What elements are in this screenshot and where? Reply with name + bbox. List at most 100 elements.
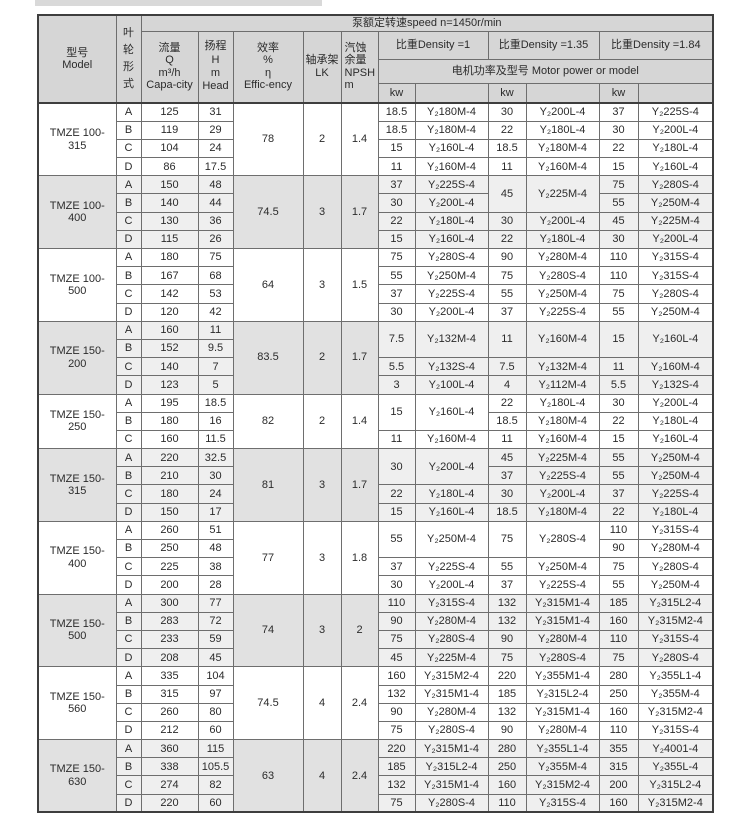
head-cell: 5: [197, 375, 234, 395]
pump-spec-table: 型号 Model 叶 轮 形 式 泵额定转速speed n=1450r/min …: [37, 14, 715, 814]
impeller-cell: C: [115, 484, 142, 504]
table-row: B 152 9.5: [38, 338, 713, 359]
kw-cell: 55: [598, 193, 639, 213]
motor-model-cell: Y₂132S-4: [414, 357, 489, 377]
kw-cell: 110: [598, 520, 639, 541]
head-cell: 17: [197, 502, 234, 522]
flow-cell: 167: [140, 266, 199, 286]
bearing-cell: 3: [302, 520, 342, 595]
motor-model-cell: Y₂280M-4: [637, 538, 714, 559]
impeller-cell: B: [115, 466, 142, 486]
motor-model-cell: Y₂315S-4: [637, 247, 714, 268]
kw-cell: 5.5: [598, 375, 639, 395]
model-cell: TMZE 150-560: [37, 666, 117, 741]
motor-model-cell: Y₂160L-4: [414, 138, 489, 159]
motor-model-cell: Y₂280S-4: [414, 720, 489, 741]
npsh-cell: 1.7: [340, 320, 379, 395]
kw-cell: 15: [598, 429, 639, 450]
flow-cell: 260: [140, 702, 199, 722]
flow-cell: 208: [140, 648, 199, 668]
kw-cell: 22: [598, 502, 639, 522]
motor-model-cell: Y₂315M2-4: [525, 775, 600, 795]
npsh-cell: 1.5: [340, 248, 379, 322]
spec-table-body: TMZE 100-315 A 125 31 78 2 1.4 18.5 Y₂180M-4 30 Y₂…: [37, 102, 714, 813]
flow-cell: 120: [140, 302, 199, 322]
flow-cell: 180: [140, 247, 199, 268]
head-cell: 104: [197, 666, 234, 686]
npsh-cell: 2.4: [340, 666, 379, 741]
impeller-column-header: 叶 轮 形 式: [115, 14, 142, 104]
motor-model-column-header: [525, 82, 600, 104]
kw-cell: 185: [377, 757, 416, 777]
kw-column-header: kw: [377, 82, 416, 104]
kw-cell: 11: [377, 157, 416, 177]
kw-cell: 75: [598, 284, 639, 304]
impeller-cell: D: [115, 575, 142, 595]
kw-cell: 15: [377, 502, 416, 522]
impeller-cell: D: [115, 793, 142, 813]
motor-model-cell: Y₂180M-4: [525, 138, 600, 159]
motor-model-cell: Y₂315M1-4: [525, 593, 600, 613]
motor-model-cell: Y₂180L-4: [414, 484, 489, 504]
motor-model-cell: Y₂160L-4: [414, 393, 489, 431]
table-row: C 274 82 132 Y₂315M1-4 160 Y₂315M2-4 200 Y₂315L2…: [38, 775, 714, 795]
efficiency-cell: 63: [232, 739, 304, 813]
kw-cell: 75: [598, 175, 639, 195]
table-row: TMZE 100-400 A 150 48 74.5 3 1.7 37 Y₂225S-4 45 Y₂…: [37, 175, 714, 249]
table-row: TMZE 150-630 A 360 115 63 4 2.4 220 Y₂315M1-4 280…: [37, 739, 714, 813]
motor-model-cell: Y₂280S-4: [414, 247, 489, 268]
table-row: TMZE 150-500 A 300 77 74 3 2 110 Y₂315S-4 132 Y₂31…: [37, 593, 714, 668]
motor-model-cell: Y₂180M-4: [525, 502, 600, 522]
flow-cell: 125: [140, 102, 199, 122]
motor-model-cell: Y₂280S-4: [637, 175, 714, 195]
efficiency-column-header: 效率 % η Effic-ency: [232, 30, 304, 104]
kw-cell: 185: [598, 593, 639, 613]
kw-cell: 30: [487, 102, 527, 122]
motor-model-cell: Y₂112M-4: [525, 375, 600, 395]
head-cell: 29: [197, 120, 234, 140]
kw-cell: 55: [487, 557, 527, 577]
kw-cell: 7.5: [487, 357, 527, 377]
motor-model-cell: Y₂160M-4: [414, 429, 489, 450]
motor-model-cell: Y₂315M2-4: [637, 611, 714, 631]
head-cell: 75: [197, 247, 234, 268]
kw-cell: 22: [487, 393, 527, 413]
motor-model-cell: Y₂280S-4: [525, 648, 600, 668]
head-cell: 80: [197, 702, 234, 722]
kw-cell: 160: [598, 793, 639, 813]
table-row: C 130 36 22 Y₂180L-4 30 Y₂200L-4 45 Y₂225M-4: [38, 211, 714, 231]
head-cell: 68: [197, 266, 234, 286]
kw-cell: 75: [377, 720, 416, 741]
flow-cell: 140: [140, 193, 199, 213]
efficiency-cell: 74.5: [232, 666, 304, 741]
kw-cell: 90: [487, 247, 527, 268]
head-cell: 42: [197, 302, 234, 322]
table-row: TMZE 150-400 A 260 51 77 3 1.8 55 Y₂250M-4 75 Y₂28…: [37, 520, 714, 595]
kw-cell: 30: [598, 229, 639, 250]
head-cell: 60: [197, 720, 234, 741]
table-row: D 212 60 75 Y₂280S-4 90 Y₂280M-4 110 Y₂315S-4: [38, 720, 714, 741]
motor-model-cell: Y₂200L-4: [637, 229, 714, 250]
impeller-cell: A: [115, 247, 142, 268]
impeller-cell: C: [115, 284, 142, 304]
kw-cell: 18.5: [487, 138, 527, 159]
kw-column-header: kw: [487, 82, 527, 104]
motor-model-cell: Y₂280S-4: [525, 266, 600, 286]
kw-cell: 45: [377, 648, 416, 668]
motor-model-cell: Y₂132M-4: [525, 357, 600, 377]
impeller-cell: C: [115, 429, 142, 450]
kw-cell: 132: [377, 775, 416, 795]
table-row: TMZE 100-315 A 125 31 78 2 1.4 18.5 Y₂180M-4 30 Y₂…: [37, 102, 714, 177]
kw-cell: 37: [487, 575, 527, 595]
flow-cell: 250: [140, 538, 199, 559]
kw-cell: 15: [377, 138, 416, 159]
motor-model-cell: Y₂225S-4: [414, 557, 489, 577]
kw-cell: 55: [377, 520, 416, 559]
kw-cell: 280: [487, 739, 527, 759]
head-cell: 36: [197, 211, 234, 231]
motor-model-cell: Y₂160M-4: [525, 429, 600, 450]
motor-model-cell: Y₂225S-4: [525, 575, 600, 595]
flow-cell: 283: [140, 611, 199, 631]
flow-cell: 140: [140, 357, 199, 377]
motor-model-cell: Y₂200L-4: [414, 193, 489, 213]
